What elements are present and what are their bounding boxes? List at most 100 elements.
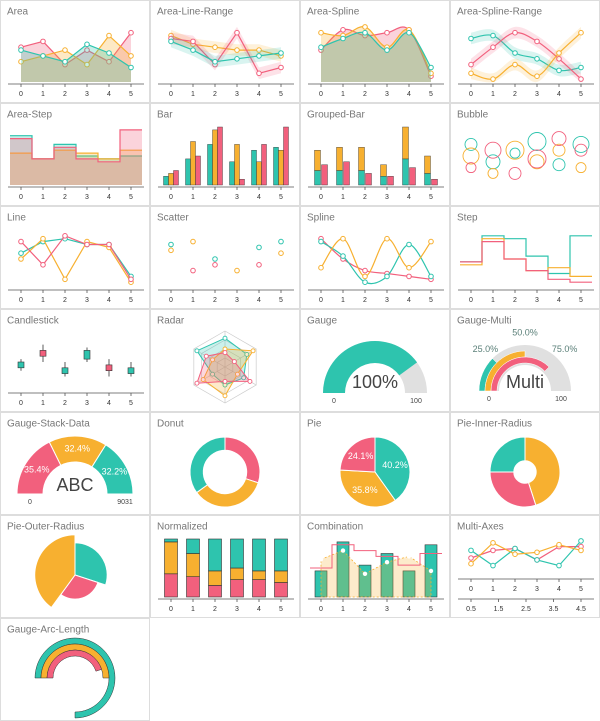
bar: [380, 553, 394, 598]
point: [190, 47, 196, 53]
bubble: [509, 147, 521, 159]
x-tick-label: 2: [213, 297, 217, 304]
point: [106, 50, 112, 56]
point: [406, 29, 412, 36]
x-tick-label: 3: [385, 297, 389, 304]
x-tick-label: 3: [235, 194, 239, 201]
cell: [450, 103, 600, 206]
bubble: [529, 154, 545, 170]
cell-title: Donut: [157, 419, 184, 430]
series-line: [460, 241, 592, 283]
x-tick-label: 0: [19, 91, 23, 98]
x2-tick-label: 1.5: [494, 606, 504, 613]
area: [320, 550, 432, 598]
point: [190, 267, 196, 274]
point: [231, 359, 237, 365]
x-tick-label: 2: [213, 194, 217, 201]
gauge-min: 0: [332, 398, 336, 405]
cell-title: Gauge-Arc-Length: [7, 625, 89, 636]
point: [62, 47, 68, 53]
point: [40, 38, 46, 45]
point: [194, 348, 200, 354]
range-band: [171, 29, 281, 62]
bar: [163, 176, 169, 186]
x-tick-label: 5: [579, 297, 583, 304]
step-line: [310, 544, 442, 569]
point: [222, 393, 228, 399]
x-tick-label: 4: [107, 91, 111, 98]
gauge-max: 100: [410, 398, 422, 405]
point: [318, 44, 324, 51]
bar: [273, 147, 279, 186]
area: [321, 26, 431, 82]
point: [428, 568, 434, 574]
bubble: [487, 167, 499, 179]
bubble: [462, 147, 480, 165]
series-line: [470, 542, 582, 565]
series-line: [20, 34, 132, 66]
point: [578, 64, 584, 71]
point: [62, 58, 68, 65]
bar-segment: [164, 538, 178, 543]
x-tick-label: 5: [579, 586, 583, 593]
point: [490, 540, 496, 546]
bar: [336, 147, 343, 171]
point: [168, 241, 174, 248]
point: [222, 378, 228, 384]
point: [234, 267, 240, 274]
x-tick-label: 4: [557, 91, 561, 98]
gauge-value: [323, 341, 418, 393]
point: [340, 253, 346, 259]
bar-segment: [230, 567, 244, 580]
bar: [402, 158, 409, 186]
point: [534, 73, 540, 79]
x-tick-label: 4: [407, 606, 411, 613]
bar: [212, 129, 218, 186]
bar: [229, 161, 235, 186]
point: [40, 53, 46, 59]
point: [278, 250, 284, 256]
x-tick-label: 5: [279, 91, 283, 98]
candle-body: [127, 367, 135, 374]
point: [128, 276, 134, 283]
x-tick-label: 5: [129, 194, 133, 201]
gauge-center: ABC: [56, 475, 93, 495]
cell-title: Scatter: [157, 213, 189, 224]
point: [340, 548, 346, 553]
cell: [300, 206, 450, 309]
series-line: [20, 235, 132, 280]
point: [318, 557, 324, 562]
x-tick-label: 4: [257, 91, 261, 98]
cell-title: Pie: [307, 419, 322, 430]
x-tick-label: 4: [257, 606, 261, 613]
gauge-min: 0: [487, 396, 491, 403]
bar: [336, 170, 343, 186]
gauge-label: 32.4%: [64, 443, 90, 453]
x-tick-label: 5: [129, 297, 133, 304]
point: [244, 351, 250, 357]
cell-title: Normalized: [157, 522, 208, 533]
bar-segment: [164, 573, 178, 598]
bar-segment: [230, 579, 244, 598]
x-tick-label: 1: [41, 91, 45, 98]
point: [212, 262, 218, 268]
slice-label: 35.8%: [352, 485, 378, 495]
point: [318, 264, 324, 271]
bar-segment: [208, 570, 222, 586]
x-tick-label: 3: [235, 91, 239, 98]
x-tick-label: 5: [429, 91, 433, 98]
x-tick-label: 1: [191, 297, 195, 304]
x-tick-label: 1: [491, 91, 495, 98]
cell-title: Combination: [307, 522, 363, 533]
point: [128, 64, 134, 71]
point: [40, 262, 46, 268]
point: [40, 235, 46, 242]
point: [534, 38, 540, 45]
point: [222, 335, 228, 341]
bubble: [465, 162, 477, 174]
point: [578, 29, 584, 36]
bar-segment: [186, 553, 200, 578]
area: [321, 27, 431, 82]
point: [512, 50, 518, 56]
point: [200, 377, 206, 383]
